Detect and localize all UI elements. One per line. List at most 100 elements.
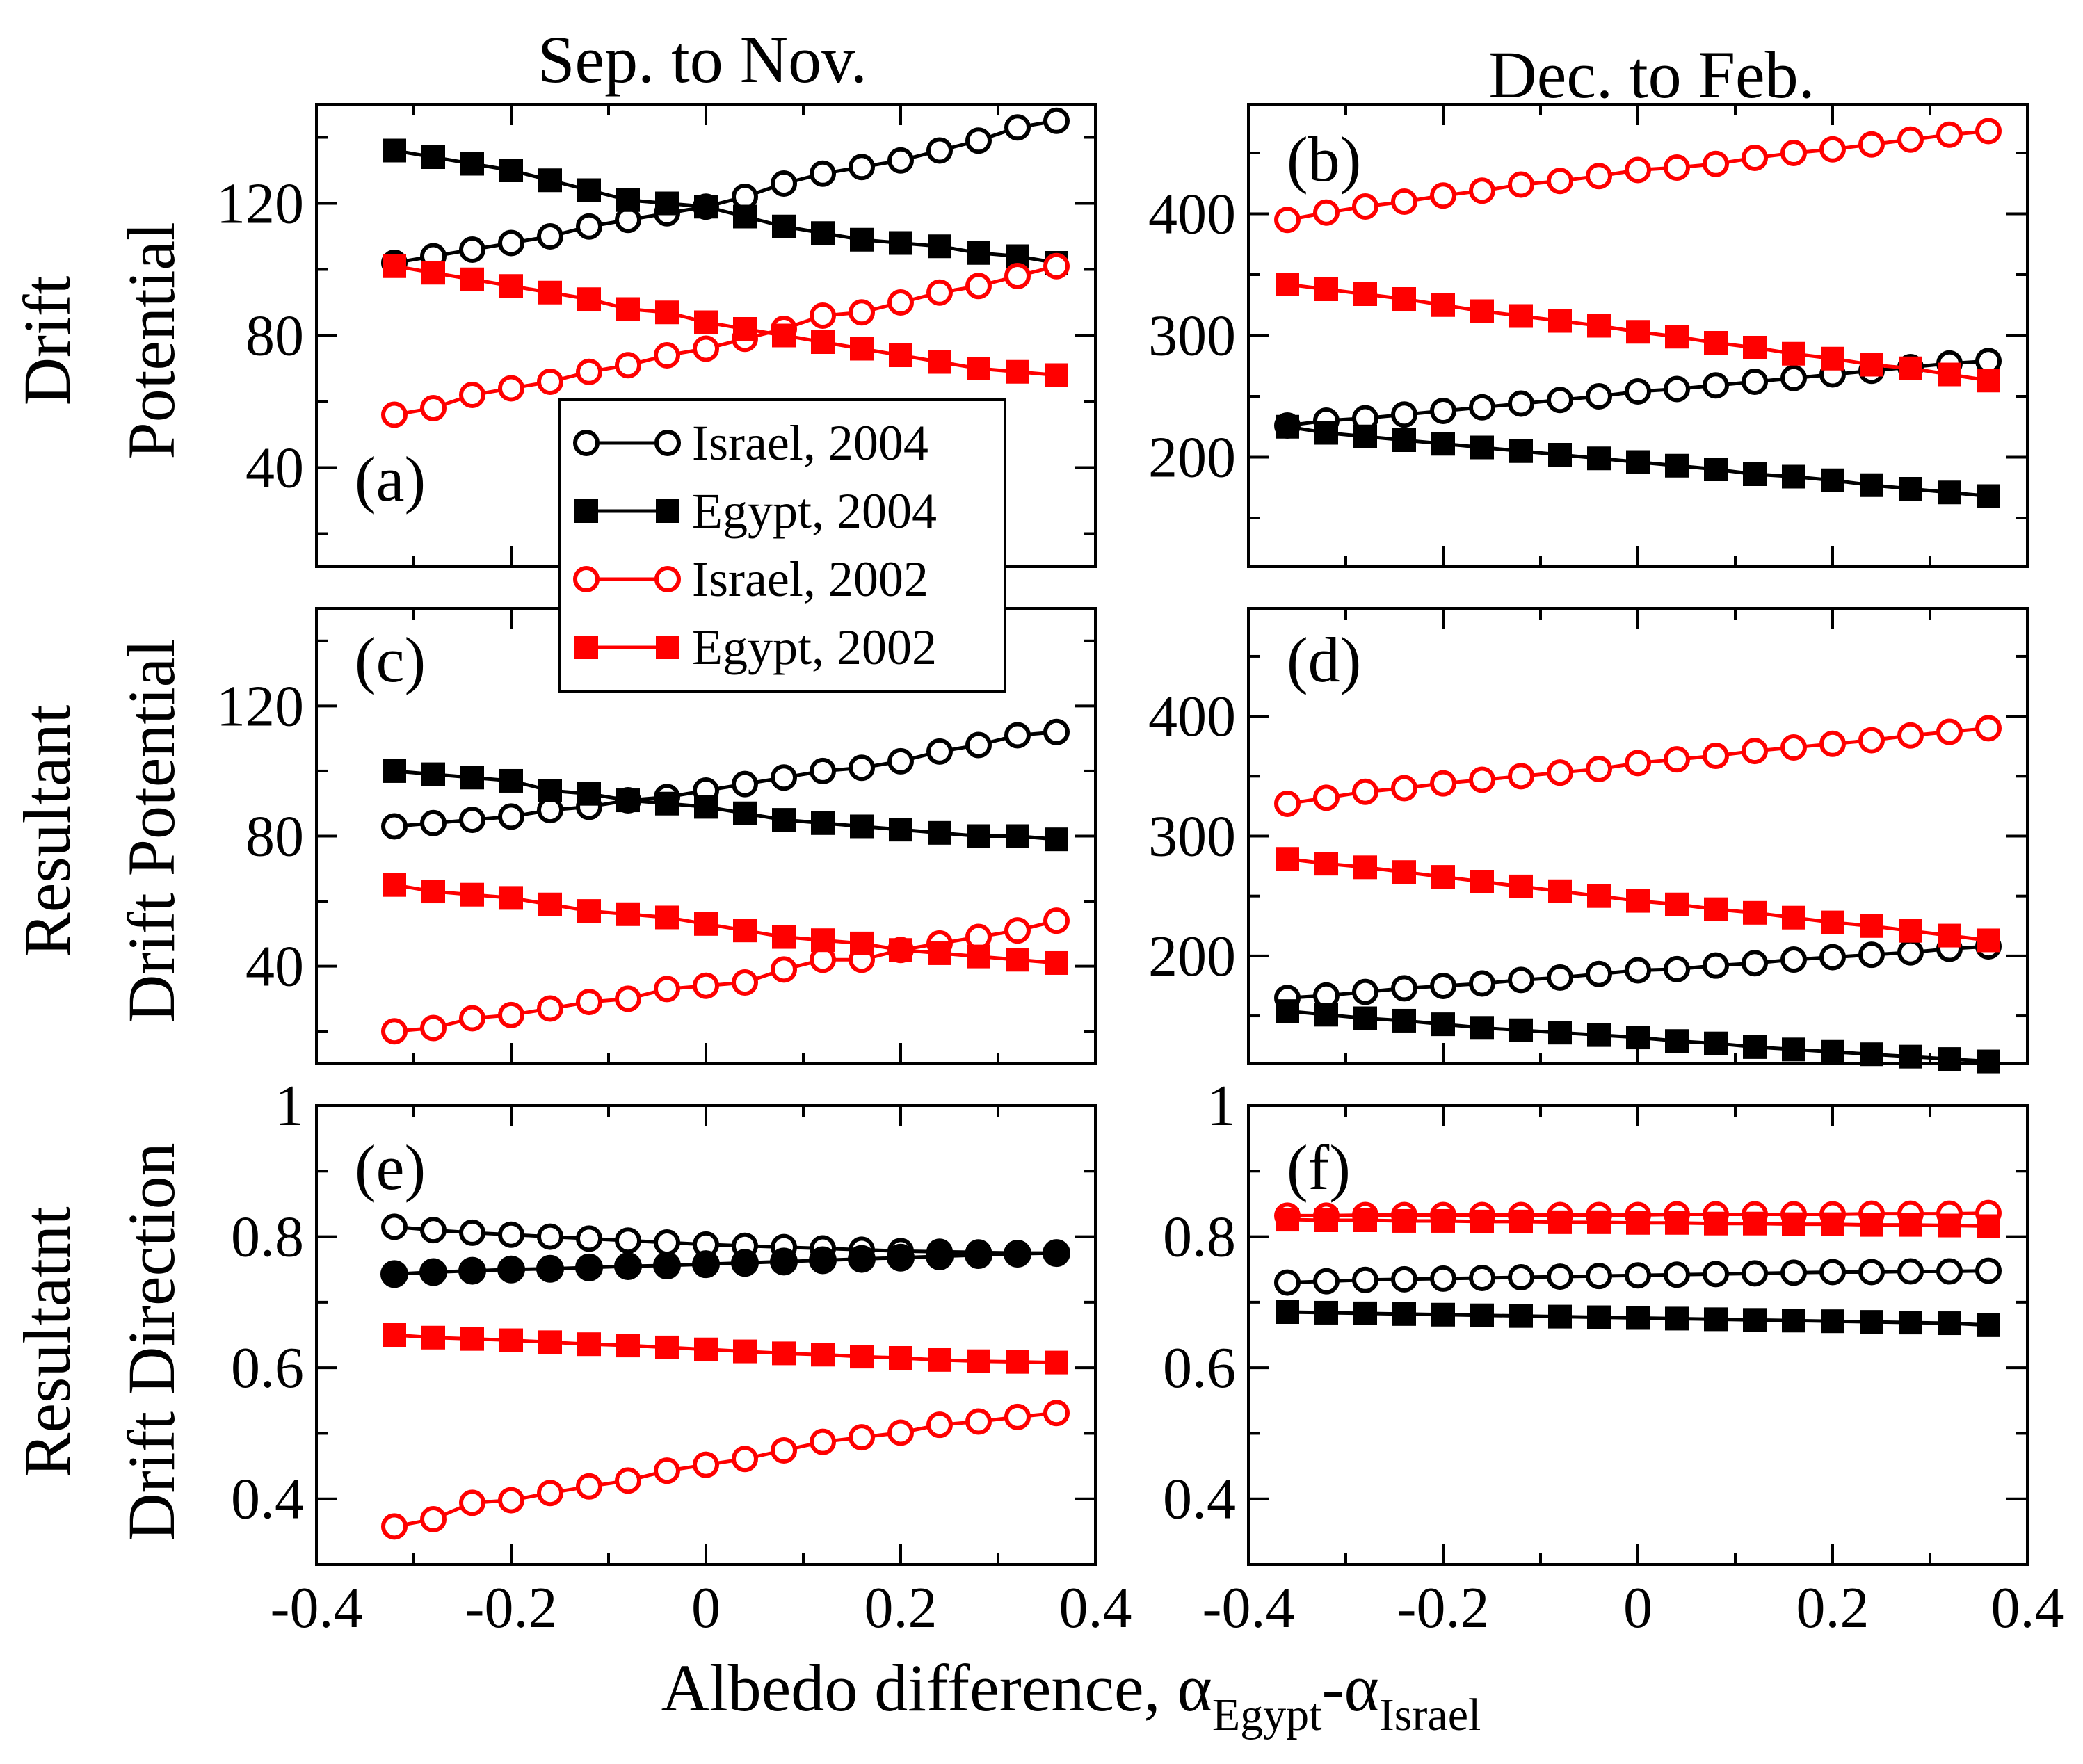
data-point [887,289,914,316]
data-point [1353,424,1377,448]
data-point [1626,889,1650,913]
data-point [1470,435,1494,460]
data-point [965,273,992,300]
y-tick-label: 0.8 [231,1205,304,1270]
x-tick-label: 0 [691,1576,721,1640]
data-point [1470,1016,1494,1040]
legend-label: Israel, 2004 [692,415,928,471]
data-point [498,1221,524,1248]
data-point [1004,722,1031,749]
data-point [421,145,445,169]
data-point [1470,1303,1494,1327]
data-point [459,382,485,408]
data-point [887,1243,915,1272]
data-point [1703,1261,1729,1288]
data-point [1664,154,1690,181]
data-point [654,1229,680,1256]
data-point [1431,432,1455,456]
data-point [1860,1042,1883,1067]
data-point [577,178,601,202]
data-point [732,770,758,798]
data-point [1819,730,1846,757]
data-point [655,191,679,216]
data-point [1936,121,1963,148]
data-point [1469,177,1495,204]
data-point [1509,874,1533,898]
data-point [1548,1304,1572,1329]
series-egypt-2002 [1276,1208,2000,1238]
panel-label: (b) [1287,124,1361,195]
data-point [926,1411,953,1439]
data-point [887,747,914,775]
data-point [538,779,562,802]
data-point [615,1467,641,1494]
data-point [460,882,484,907]
data-point [1508,966,1534,994]
data-point [810,1428,836,1455]
data-point [499,1328,523,1352]
panel-d: 200 300 400 (d) [1148,607,2029,1074]
data-point [1353,282,1377,306]
data-point [887,1419,914,1446]
data-point [536,1254,564,1283]
data-point [1470,299,1494,323]
data-point [499,159,523,182]
data-point [499,768,523,793]
data-point [1006,359,1029,384]
legend-marker [573,566,600,592]
y-tick-label: 80 [246,304,304,369]
data-point [1004,263,1031,289]
data-point [928,820,951,845]
row-title-3-line1: Resultatnt [10,1206,84,1478]
data-point [1626,1306,1650,1330]
data-point [1704,331,1728,355]
data-point [1938,362,1961,387]
y-tick-label: 0.4 [231,1467,304,1532]
data-point [1352,778,1378,805]
data-point [811,1343,835,1367]
x-axis-label: Albedo difference, αEgypt-αIsrael [661,1651,1481,1740]
data-point [771,764,797,791]
data-point [458,1256,486,1285]
data-point [1780,734,1807,761]
data-point [1899,1311,1922,1335]
data-point [576,989,602,1016]
data-point [616,788,640,813]
data-point [1664,746,1690,773]
data-point [1625,1262,1651,1289]
panel-label: (a) [355,444,426,515]
data-point [1665,1029,1689,1053]
data-point [1314,1300,1338,1325]
data-point [537,1480,563,1507]
data-point [460,152,484,176]
data-point [538,1330,562,1354]
data-point [928,1348,951,1372]
data-point [1938,1213,1961,1238]
data-point [1704,1307,1728,1332]
data-point [1664,375,1690,403]
data-point [889,818,912,842]
data-point [1587,1023,1611,1047]
x-tick-label: 0.4 [1059,1576,1132,1640]
series-line [394,264,1057,416]
data-point [381,813,408,840]
data-point [1665,892,1689,916]
data-point [1509,304,1533,328]
series-israel-2002 [1274,715,2002,817]
data-point [1742,369,1768,395]
panel-label: (e) [355,1132,426,1203]
data-point [1821,1039,1844,1064]
data-point [928,234,951,259]
data-point [1626,1026,1650,1050]
data-point [383,873,406,897]
data-point [810,302,836,329]
series-egypt-2004 [383,138,1068,275]
data-point [420,809,447,836]
data-point [537,223,563,250]
data-point [655,300,679,325]
panel-e: -0.4 -0.2 0 0.2 0.4 0.4 0.6 0.8 1 (e) [231,1074,1132,1640]
data-point [1508,763,1534,790]
data-point [967,824,990,848]
data-point [1703,150,1729,177]
x-tick-label: -0.4 [271,1576,363,1640]
